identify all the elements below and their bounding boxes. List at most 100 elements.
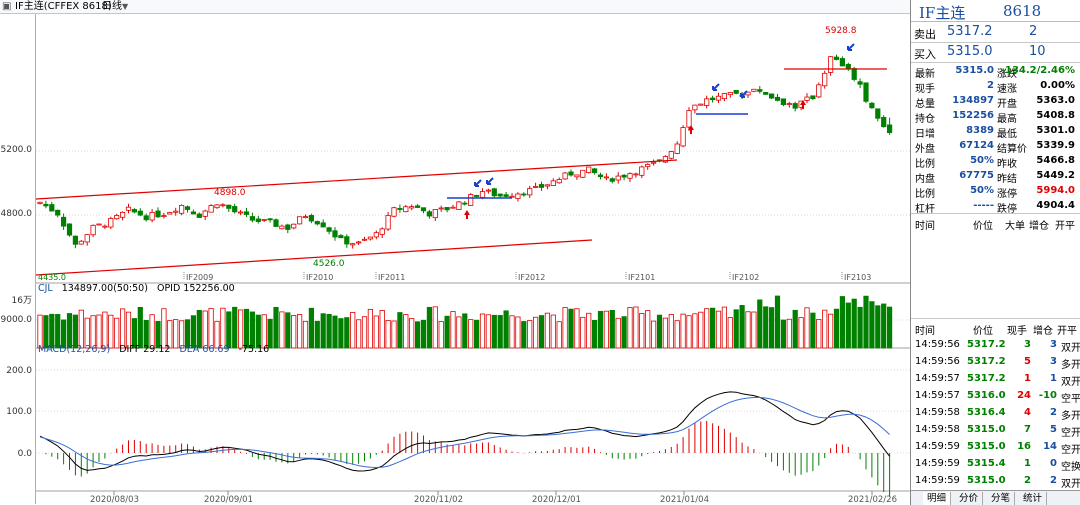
bid-price: 5315.0 [947, 44, 993, 59]
quote-value: 5449.2 [1036, 170, 1075, 181]
candle [291, 223, 297, 230]
candle [586, 166, 592, 174]
candle [273, 218, 279, 227]
volume-bar [597, 310, 604, 349]
macd-indicator-name[interactable]: MACD(12,26,9) [38, 344, 111, 355]
candle [202, 209, 208, 221]
candle [597, 172, 604, 180]
trade-time: 14:59:59 [915, 475, 960, 486]
trade-oi-change: 3 [1050, 339, 1057, 350]
quote-label: 最低 [997, 129, 1017, 140]
candle [143, 213, 149, 222]
quote-row: 持仓 152256 最高 5408.8 [911, 108, 1080, 125]
volume-bar [255, 314, 261, 349]
tab-price-split[interactable]: 分价 [955, 492, 984, 505]
candle [114, 213, 120, 220]
volume-bar [592, 319, 598, 349]
quote-value: 5315.0 [955, 65, 994, 76]
volume-bar [479, 313, 486, 349]
quote-value: 50% [970, 155, 994, 166]
quote-value: 5408.8 [1036, 110, 1075, 121]
bid-row[interactable]: 买入 5315.0 10 [911, 43, 1080, 63]
volume-bar [208, 308, 214, 349]
volume-bar [367, 308, 374, 349]
volume-bar [627, 307, 633, 349]
volume-bar [444, 315, 450, 349]
trade-type: 多开 [1061, 411, 1080, 422]
quote-row: 现手 2 速涨 0.00% [911, 78, 1080, 95]
trade-oi-change: 2 [1050, 475, 1057, 486]
volume-bar [355, 319, 362, 349]
tab-stats[interactable]: 统计 [1019, 492, 1048, 505]
date-label: 2020/09/01 [204, 495, 253, 505]
price-pane [36, 150, 910, 284]
macd-histogram [45, 420, 891, 497]
candle [196, 212, 202, 218]
tab-detail[interactable]: 明细 [923, 492, 952, 505]
candle [355, 240, 362, 246]
candle [208, 204, 214, 213]
volume-bar [780, 319, 787, 349]
candle [320, 219, 326, 228]
volume-bar [232, 306, 238, 349]
candle [409, 204, 415, 211]
ask-row[interactable]: 卖出 5317.2 2 [911, 23, 1080, 43]
candle [332, 227, 338, 241]
trade-row: 14:59:57 5317.2 1 1 双开 [911, 370, 1080, 388]
volume-bar [574, 308, 580, 349]
volume-indicator-name[interactable]: CJL [38, 283, 53, 294]
tab-tick[interactable]: 分笔 [987, 492, 1016, 505]
quote-row: 日增 8389 最低 5301.0 [911, 123, 1080, 140]
trade-hdr-price: 价位 [973, 326, 993, 337]
buy-arrow-icon [800, 100, 806, 109]
candle [704, 95, 710, 109]
volume-bar [751, 311, 757, 349]
volume-bar [816, 319, 822, 349]
trade-time: 14:59:58 [915, 424, 960, 435]
candle [237, 210, 244, 216]
volume-bar [296, 314, 303, 349]
big-order-header: 时间 价位 大单 增仓 开平 [911, 215, 1080, 232]
volume-bar [739, 305, 745, 349]
trade-time: 14:59:56 [915, 339, 960, 350]
trade-hdr-oi: 增仓 [1033, 326, 1053, 337]
quote-label: 最高 [997, 114, 1017, 125]
candle [367, 236, 374, 241]
quote-value: 8389 [966, 125, 994, 136]
trade-qty: 3 [1024, 339, 1031, 350]
candle [503, 191, 509, 198]
quote-value: 5301.0 [1036, 125, 1075, 136]
candle [167, 211, 173, 215]
contract-labels: IF2009 IF2010 IF2011 IF2012 IF2101 IF2102 IF21… [183, 272, 871, 282]
volume-bar [609, 309, 615, 349]
chart-period-label[interactable]: 日线 [102, 1, 122, 12]
volume-bar [137, 307, 143, 349]
restore-icon[interactable]: ▣ [2, 1, 12, 12]
volume-bar [763, 306, 769, 349]
volume-bar [261, 314, 267, 349]
volume-bar [580, 316, 586, 349]
volume-bar [273, 306, 279, 349]
volume-header: CJL 134897.00(50:50) OPID 152256.00 [38, 283, 241, 294]
trade-time: 14:59:59 [915, 441, 960, 452]
period-dropdown-icon[interactable]: ▼ [122, 2, 129, 11]
volume-bar [887, 306, 893, 349]
volume-bar [668, 314, 674, 349]
volume-bar [491, 314, 497, 349]
candle [645, 163, 651, 170]
candle [686, 107, 692, 131]
candle [774, 93, 781, 102]
volume-bar [96, 314, 102, 349]
volume-bar [822, 309, 828, 349]
candle [108, 216, 114, 229]
volume-bar [839, 296, 846, 349]
sell-arrow-icon [712, 83, 720, 91]
quote-label: 总量 [915, 99, 935, 110]
volume-bar [757, 299, 763, 349]
candle [296, 216, 303, 225]
volume-bar [521, 321, 527, 349]
candle [379, 227, 385, 239]
kline-chart-svg[interactable]: 5928.8 4898.0 4526.0 4435.0 IF2009 IF2010… [36, 14, 910, 505]
volume-bar [403, 314, 409, 349]
candle [485, 188, 492, 194]
